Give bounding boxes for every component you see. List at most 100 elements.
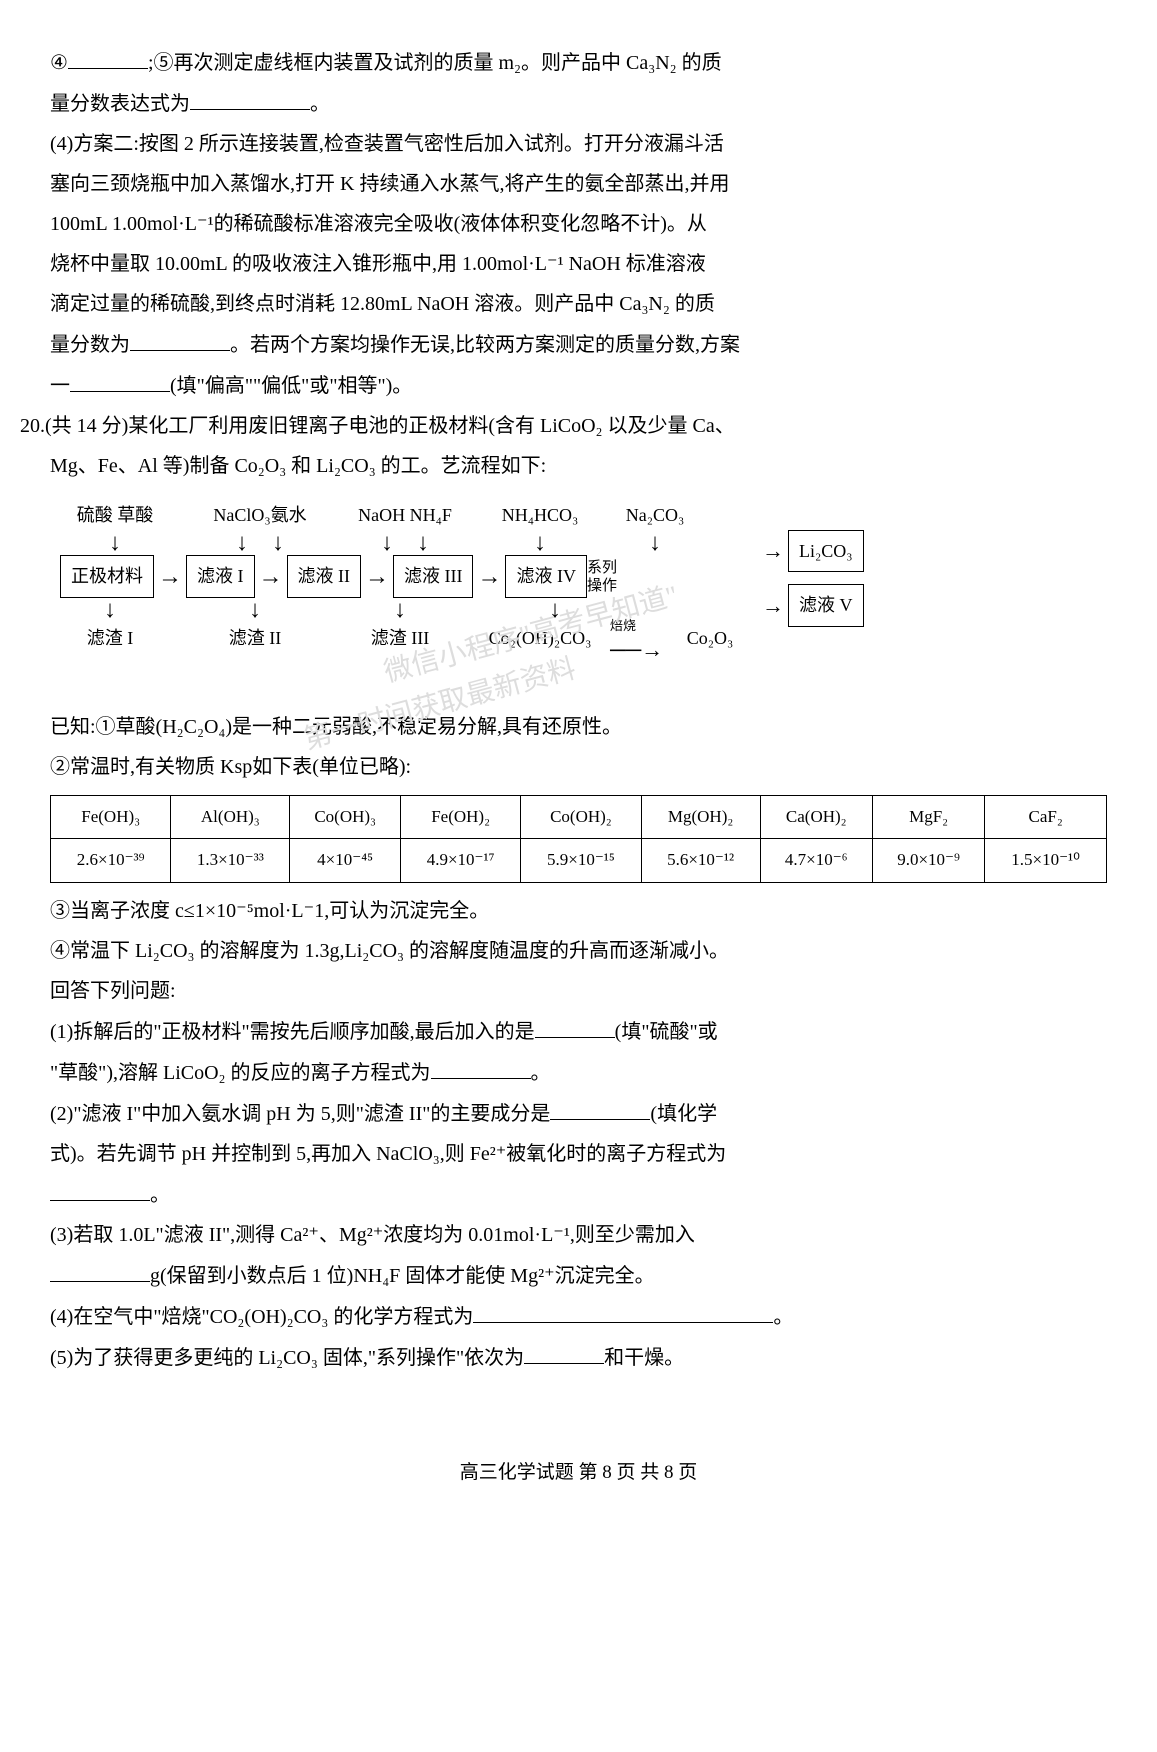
flow-box: 滤液 V — [788, 584, 864, 626]
table-cell: 4×10⁻⁴⁵ — [290, 839, 401, 883]
blank — [70, 367, 170, 392]
table-header: Fe(OH)₂ — [400, 795, 520, 839]
blank — [50, 1176, 150, 1201]
flow-label: NaClO₃氨水 — [200, 499, 320, 531]
arrow-down-icon: ↓ — [200, 598, 310, 622]
flow-bottom-label: 滤渣 II — [200, 622, 310, 654]
arrow-down-icon: ↓ — [510, 598, 600, 622]
table-cell: 9.0×10⁻⁹ — [872, 839, 984, 883]
text: (填化学 — [650, 1103, 717, 1125]
text: (4)方案二:按图 2 所示连接装置,检查装置气密性后加入试剂。打开分液漏斗活 — [50, 133, 724, 155]
table-cell: 4.9×10⁻¹⁷ — [400, 839, 520, 883]
flow-box: 滤液 IV — [505, 555, 587, 597]
text: (共 14 分)某化工厂利用废旧锂离子电池的正极材料(含有 LiCoO₂ 以及少… — [45, 415, 735, 437]
blank — [535, 1013, 615, 1038]
table-cell: 2.6×10⁻³⁹ — [51, 839, 171, 883]
arrow-right-icon: → — [758, 540, 788, 562]
text: 已知:①草酸(H₂C₂O₄)是一种二元弱酸,不稳定易分解,具有还原性。 — [50, 716, 622, 738]
text: ④常温下 Li₂CO₃ 的溶解度为 1.3g,Li₂CO₃ 的溶解度随温度的升高… — [50, 940, 729, 962]
text: (1)拆解后的"正极材料"需按先后顺序加酸,最后加入的是 — [50, 1021, 535, 1043]
text: 滴定过量的稀硫酸,到终点时消耗 12.80mL NaOH 溶液。则产品中 Ca₃… — [50, 293, 715, 315]
arrow-right-icon: → — [154, 565, 186, 589]
arrow-right-icon: → — [361, 565, 393, 589]
arrow-down-icon: ↓ — [490, 531, 590, 555]
text: ②常温时,有关物质 Ksp如下表(单位已略): — [50, 756, 411, 778]
table-row: Fe(OH)₃ Al(OH)₃ Co(OH)₃ Fe(OH)₂ Co(OH)₂ … — [51, 795, 1107, 839]
table-header: MgF₂ — [872, 795, 984, 839]
table-header: Co(OH)₂ — [521, 795, 641, 839]
table-cell: 4.7×10⁻⁶ — [760, 839, 872, 883]
table-header: Al(OH)₃ — [171, 795, 290, 839]
text: 量分数为 — [50, 334, 130, 356]
text: 。 — [150, 1184, 170, 1206]
text: ③当离子浓度 c≤1×10⁻⁵mol·L⁻1,可认为沉淀完全。 — [50, 900, 489, 922]
arrow-right-icon: → — [758, 595, 788, 617]
text: (3)若取 1.0L"滤液 II",测得 Ca²⁺、Mg²⁺浓度均为 0.01m… — [50, 1224, 695, 1246]
ksp-table: Fe(OH)₃ Al(OH)₃ Co(OH)₃ Fe(OH)₂ Co(OH)₂ … — [50, 795, 1107, 883]
arrow-label: 焙烧 — [610, 618, 636, 633]
arrow-right-icon: ──→ — [610, 637, 663, 662]
arrow-down-icon: ↓ ↓ — [340, 531, 470, 555]
flowchart: 硫酸 草酸 NaClO₃氨水 NaOH NH₄F NH₄HCO₃ Na₂CO₃ … — [60, 499, 1087, 694]
text: ;⑤再次测定虚线框内装置及试剂的质量 m₂。则产品中 Ca₃N₂ 的质 — [148, 52, 722, 74]
page-footer: 高三化学试题 第 8 页 共 8 页 — [50, 1456, 1107, 1490]
text: (5)为了获得更多更纯的 Li₂CO₃ 固体,"系列操作"依次为 — [50, 1347, 524, 1369]
table-header: Mg(OH)₂ — [641, 795, 760, 839]
text: (填"偏高""偏低"或"相等")。 — [170, 375, 412, 397]
flow-bottom-label: 滤渣 I — [60, 622, 160, 654]
arrow-down-icon: ↓ — [60, 598, 160, 622]
text: 烧杯中量取 10.00mL 的吸收液注入锥形瓶中,用 1.00mol·L⁻¹ N… — [50, 253, 706, 275]
blank — [550, 1095, 650, 1120]
prev-question-fragment: ④ ;⑤再次测定虚线框内装置及试剂的质量 m₂。则产品中 Ca₃N₂ 的质 量分数… — [50, 44, 1107, 404]
blank — [130, 326, 230, 351]
blank — [524, 1339, 604, 1364]
arrow-right-icon: → — [473, 565, 505, 589]
text: 。 — [773, 1306, 793, 1328]
text: ④ — [50, 52, 68, 74]
blank — [68, 44, 148, 69]
q-number: 20. — [20, 415, 45, 437]
question-20: 20.(共 14 分)某化工厂利用废旧锂离子电池的正极材料(含有 LiCoO₂ … — [20, 408, 1107, 1376]
text: 式)。若先调节 pH 并控制到 5,再加入 NaClO₃,则 Fe²⁺被氧化时的… — [50, 1143, 726, 1165]
text: (2)"滤液 I"中加入氨水调 pH 为 5,则"滤渣 II"的主要成分是 — [50, 1103, 550, 1125]
arrow-down-icon: ↓ — [60, 531, 170, 555]
table-cell: 1.3×10⁻³³ — [171, 839, 290, 883]
table-cell: 5.6×10⁻¹² — [641, 839, 760, 883]
text: (填"硫酸"或 — [615, 1021, 718, 1043]
flow-label: NaOH NH₄F — [340, 499, 470, 531]
text: 100mL 1.00mol·L⁻¹的稀硫酸标准溶液完全吸收(液体体积变化忽略不计… — [50, 213, 707, 235]
blank — [431, 1054, 531, 1079]
text: 量分数表达式为 — [50, 93, 190, 115]
flow-box: 正极材料 — [60, 555, 154, 597]
arrow-right-icon: → — [255, 565, 287, 589]
arrow-down-icon: ↓ ↓ — [200, 531, 320, 555]
text: g(保留到小数点后 1 位)NH₄F 固体才能使 Mg²⁺沉淀完全。 — [150, 1265, 655, 1287]
table-cell: 1.5×10⁻¹⁰ — [985, 839, 1107, 883]
flow-label: 硫酸 草酸 — [60, 499, 170, 531]
flow-box: Li₂CO₃ — [788, 530, 864, 572]
flow-box: 滤液 III — [393, 555, 473, 597]
table-header: Ca(OH)₂ — [760, 795, 872, 839]
text: 。 — [310, 93, 330, 115]
arrow-down-icon: ↓ — [610, 531, 700, 555]
flow-bottom-label: Co₂(OH)₂CO₃ — [470, 622, 610, 654]
text: 一 — [50, 375, 70, 397]
table-row: 2.6×10⁻³⁹ 1.3×10⁻³³ 4×10⁻⁴⁵ 4.9×10⁻¹⁷ 5.… — [51, 839, 1107, 883]
flow-bottom-label: 滤渣 III — [340, 622, 460, 654]
table-cell: 5.9×10⁻¹⁵ — [521, 839, 641, 883]
text: 。 — [531, 1062, 551, 1084]
table-header: CaF₂ — [985, 795, 1107, 839]
arrow-down-icon: ↓ — [340, 598, 460, 622]
flow-box: 滤液 I — [186, 555, 255, 597]
text: Mg、Fe、Al 等)制备 Co₂O₃ 和 Li₂CO₃ 的工。艺流程如下: — [50, 455, 546, 477]
flow-label: NH₄HCO₃ — [490, 499, 590, 531]
blank — [50, 1257, 150, 1282]
side-label: 系列 操作 — [587, 559, 617, 595]
text: "草酸"),溶解 LiCoO₂ 的反应的离子方程式为 — [50, 1062, 431, 1084]
table-header: Co(OH)₃ — [290, 795, 401, 839]
text: 和干燥。 — [604, 1347, 684, 1369]
table-header: Fe(OH)₃ — [51, 795, 171, 839]
flow-box: 滤液 II — [287, 555, 362, 597]
text: 。若两个方案均操作无误,比较两方案测定的质量分数,方案 — [230, 334, 740, 356]
text: 回答下列问题: — [50, 980, 176, 1002]
